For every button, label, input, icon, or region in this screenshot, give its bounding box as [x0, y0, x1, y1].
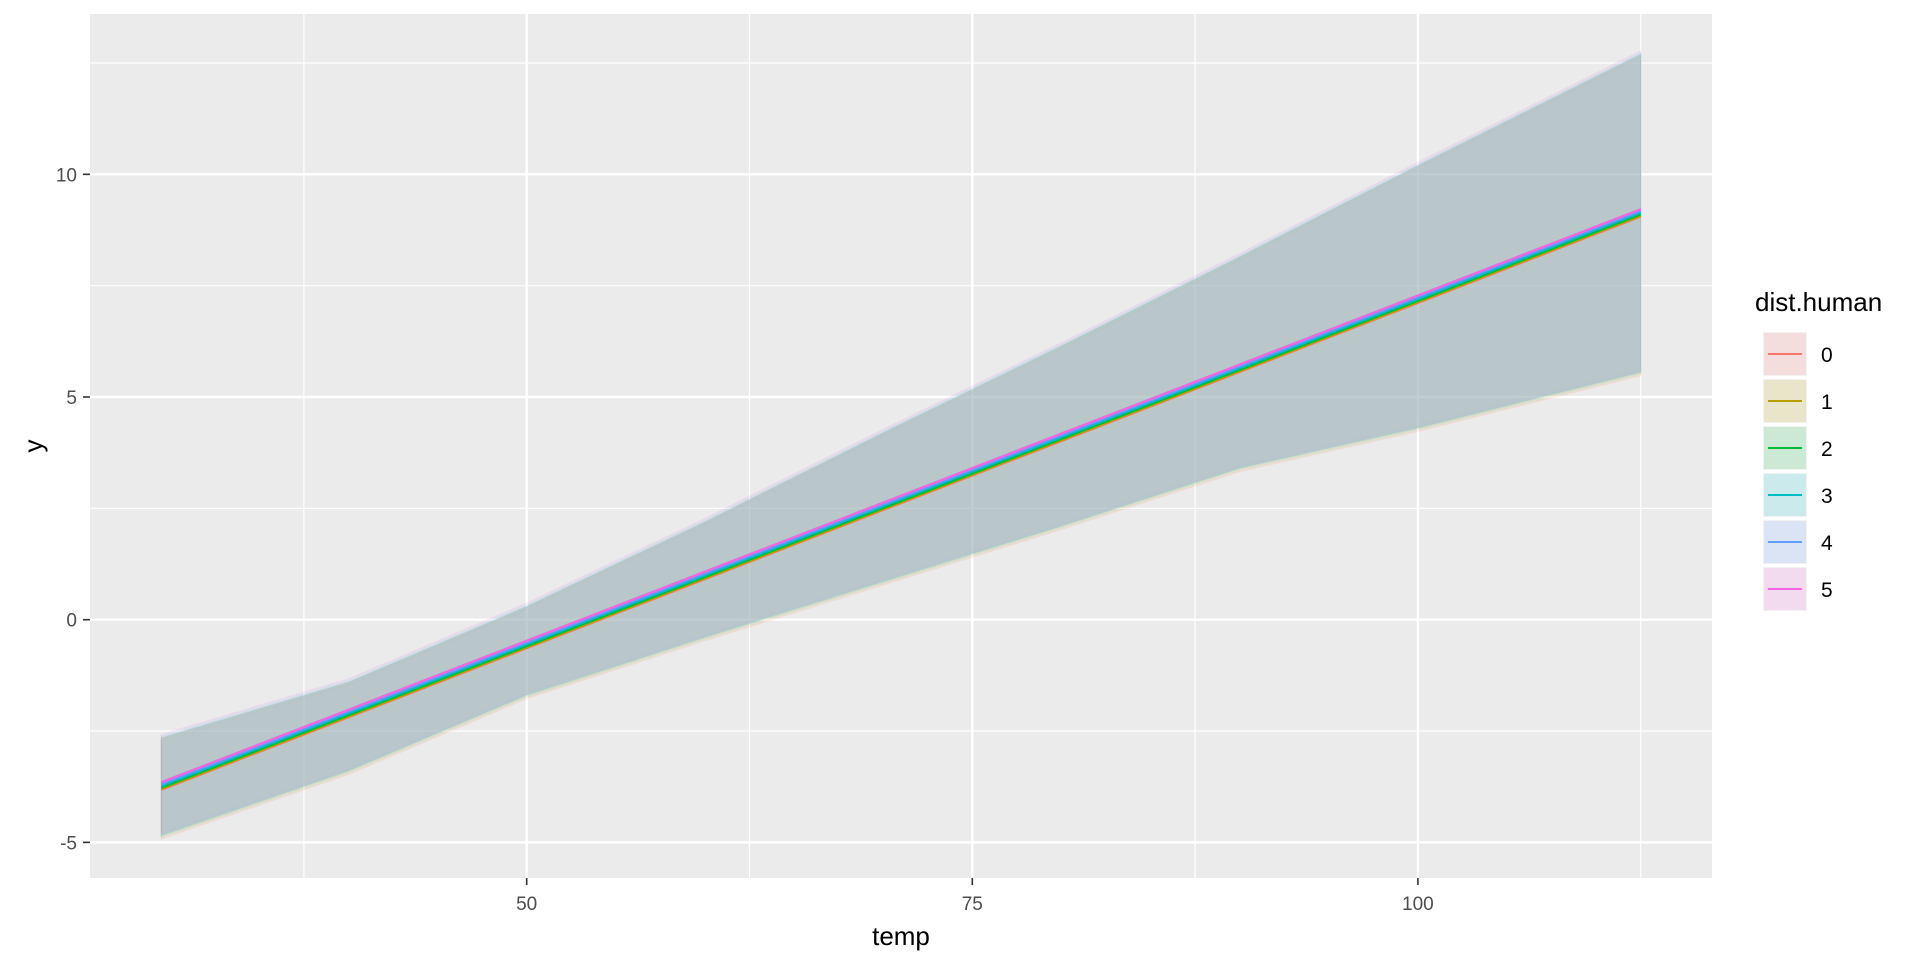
legend: dist.human 0 1 2 3 4 5 [1755, 287, 1882, 611]
legend-label: 0 [1821, 344, 1833, 367]
legend-label: 2 [1821, 438, 1833, 461]
y-axis-ticks: -5 0 5 10 [56, 165, 90, 854]
legend-label: 4 [1821, 532, 1833, 555]
legend-title: dist.human [1755, 287, 1882, 317]
series-line-1 [160, 214, 1642, 790]
series-line-4 [160, 209, 1642, 786]
legend-items: 0 1 2 3 4 5 [1763, 332, 1833, 611]
y-tick-label: 5 [66, 388, 77, 409]
y-tick-label: 0 [66, 611, 77, 632]
legend-label: 1 [1821, 391, 1833, 414]
x-axis-ticks: 50 75 100 [516, 878, 1434, 915]
x-tick-label: 100 [1402, 894, 1434, 915]
x-tick-label: 50 [516, 894, 537, 915]
legend-label: 5 [1821, 579, 1833, 602]
y-tick-label: 10 [56, 165, 77, 186]
series-lines [160, 208, 1642, 791]
series-line-3 [160, 211, 1642, 787]
y-axis-title: y [18, 440, 48, 453]
legend-label: 3 [1821, 485, 1833, 508]
series-line-5 [160, 208, 1642, 784]
x-tick-label: 75 [962, 894, 983, 915]
y-tick-label: -5 [60, 833, 77, 854]
series-line-2 [160, 213, 1642, 789]
x-axis-title: temp [872, 921, 930, 951]
